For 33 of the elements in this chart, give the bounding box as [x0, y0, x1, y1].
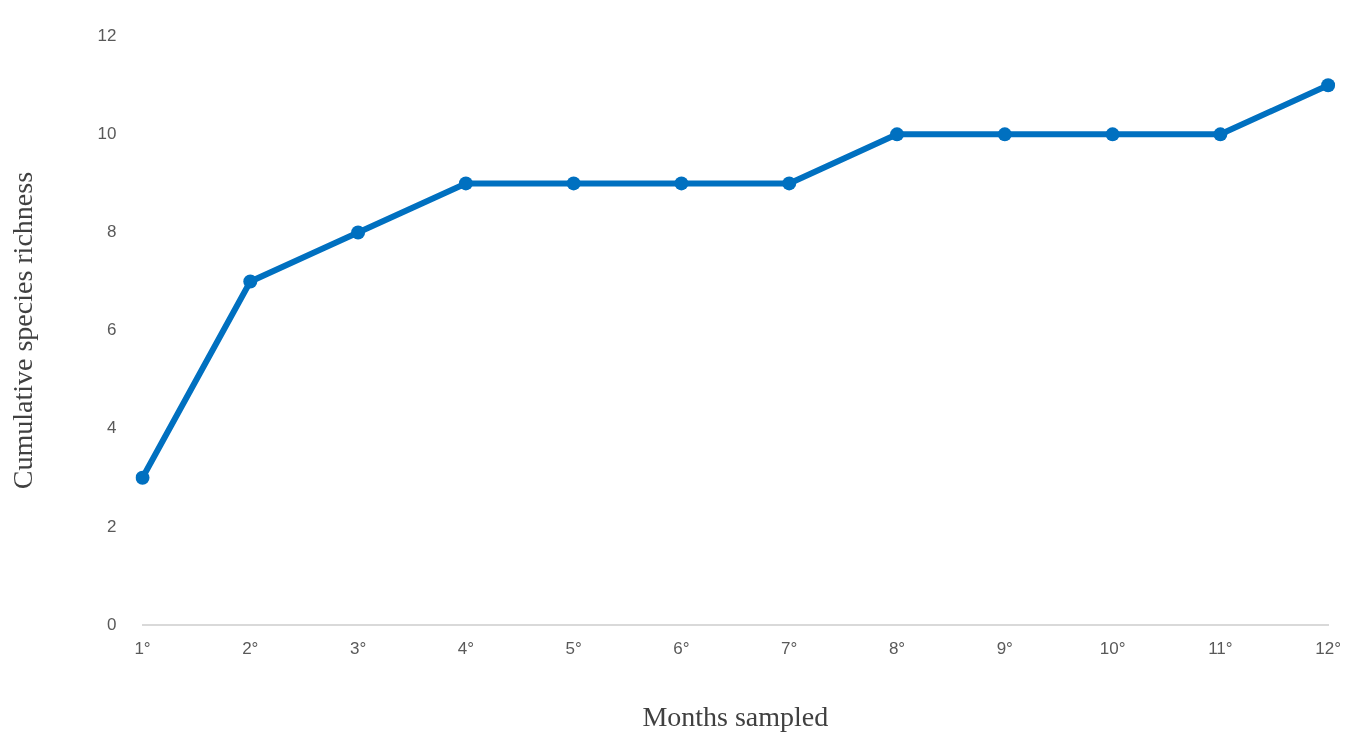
x-tick-label: 8° [888, 638, 906, 658]
y-tick-label: 12 [97, 25, 117, 45]
x-tick-label: 12° [1315, 638, 1342, 658]
point [566, 176, 581, 191]
point [1321, 78, 1336, 93]
x-tick-label: 9° [996, 638, 1013, 658]
x-tick-label: 3° [349, 638, 367, 658]
point [243, 274, 258, 289]
x-tick-label: 2° [242, 638, 259, 658]
y-tick-label: 8 [107, 222, 117, 242]
point [1105, 127, 1120, 142]
y-tick-label: 6 [107, 320, 117, 340]
x-tick-label: 6° [673, 638, 690, 658]
y-tick-label: 10 [97, 124, 117, 144]
y-tick-label: 4 [107, 418, 117, 438]
point [674, 176, 689, 191]
point [458, 176, 473, 191]
y-tick-label: 2 [107, 516, 117, 536]
point [135, 470, 150, 485]
y-tick-label: 0 [107, 614, 117, 634]
x-axis-title: Months sampled [642, 700, 829, 732]
point [782, 176, 797, 191]
x-tick-label: 7° [781, 638, 798, 658]
point [997, 127, 1012, 142]
x-tick-label: 10° [1099, 638, 1126, 658]
x-tick-label: 4° [457, 638, 474, 658]
point [351, 225, 366, 240]
y-axis-title: Cumulative species richness [7, 171, 39, 490]
x-tick-label: 5° [565, 638, 582, 658]
point [890, 127, 905, 142]
point [1213, 127, 1228, 142]
x-tick-label: 1° [134, 638, 151, 658]
x-tick-label: 11° [1208, 638, 1233, 658]
